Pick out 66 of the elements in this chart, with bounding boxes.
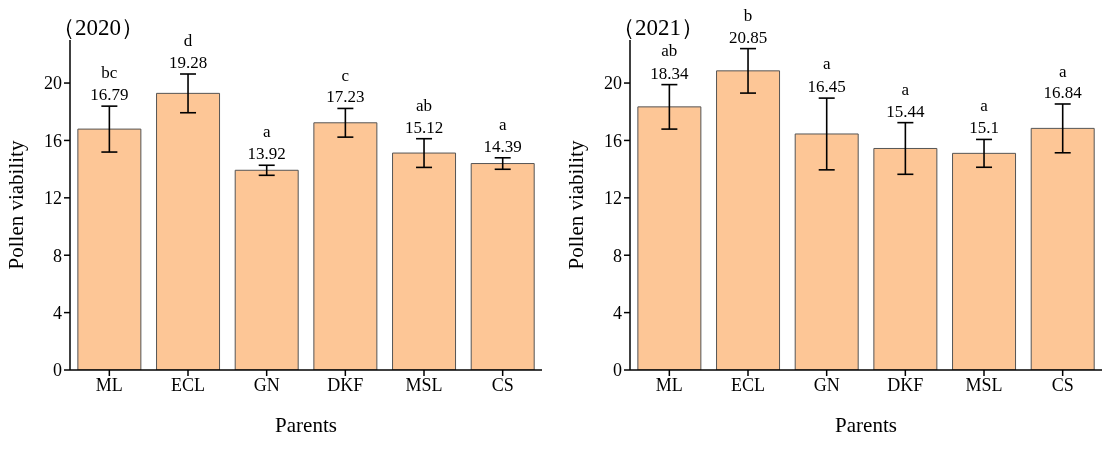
x-tick-label: DKF <box>887 374 924 395</box>
y-tick-label: 8 <box>53 245 62 266</box>
data-label: 15.12 <box>404 117 444 137</box>
data-label: 16.84 <box>1043 82 1083 102</box>
bar <box>952 152 1017 370</box>
annotation: a <box>822 54 831 74</box>
y-tick-label: 20 <box>604 73 622 94</box>
data-label: 15.1 <box>969 118 999 138</box>
data-label: 13.92 <box>247 144 286 164</box>
bar <box>77 128 142 370</box>
x-tick-label: GN <box>253 374 280 395</box>
bar <box>716 70 781 370</box>
bar <box>392 152 457 370</box>
annotation: a <box>262 121 271 141</box>
chart-title: （2021） <box>612 14 704 42</box>
bar <box>470 163 535 370</box>
annotation: ab <box>661 41 678 61</box>
data-label: 16.45 <box>807 77 846 97</box>
x-tick-label: ML <box>95 374 123 395</box>
y-tick-label: 12 <box>44 188 62 209</box>
y-tick-label: 0 <box>53 360 62 381</box>
annotation: a <box>1058 61 1067 81</box>
y-tick-label: 0 <box>613 360 622 381</box>
data-label: 15.44 <box>886 101 925 121</box>
y-tick-label: 20 <box>44 73 62 94</box>
y-axis-title: Pollen viability <box>4 140 29 270</box>
data-label: 19.28 <box>168 53 208 72</box>
bar <box>156 92 221 370</box>
y-axis-title: Pollen viability <box>564 140 589 270</box>
data-label: 20.85 <box>728 27 768 47</box>
x-tick-label: CS <box>491 374 514 395</box>
y-tick-label: 4 <box>613 303 622 323</box>
annotation: b <box>743 5 753 25</box>
annotation: a <box>980 96 989 115</box>
y-tick-label: 4 <box>53 303 62 323</box>
x-tick-label: DKF <box>327 374 364 395</box>
x-tick-label: GN <box>813 374 840 395</box>
data-label: 18.34 <box>650 63 689 83</box>
chart-title: （2020） <box>52 14 144 42</box>
data-label: 14.39 <box>483 136 522 156</box>
x-tick-label: MSL <box>405 374 443 395</box>
x-tick-label: ECL <box>731 374 765 395</box>
bar <box>313 122 378 370</box>
data-label: 16.79 <box>90 85 129 105</box>
bar <box>873 147 938 370</box>
annotation: c <box>341 65 350 85</box>
x-tick-label: CS <box>1051 374 1074 395</box>
annotation: a <box>498 114 507 134</box>
data-label: 17.23 <box>326 87 365 107</box>
y-tick-label: 12 <box>604 188 622 209</box>
annotation: bc <box>101 63 118 82</box>
y-tick-label: 16 <box>604 130 622 151</box>
y-tick-label: 16 <box>44 130 62 151</box>
annotation: ab <box>415 96 433 115</box>
bar <box>1030 127 1095 370</box>
x-tick-label: ECL <box>171 374 205 395</box>
y-tick-label: 8 <box>613 245 622 266</box>
annotation: d <box>183 31 193 51</box>
bar <box>637 106 702 370</box>
bar <box>234 169 299 370</box>
x-axis-title: Parents <box>275 413 337 437</box>
annotation: a <box>901 80 910 100</box>
x-axis-title: Parents <box>835 413 897 437</box>
x-tick-label: MSL <box>965 374 1003 395</box>
bar <box>794 133 859 370</box>
x-tick-label: ML <box>655 374 683 395</box>
